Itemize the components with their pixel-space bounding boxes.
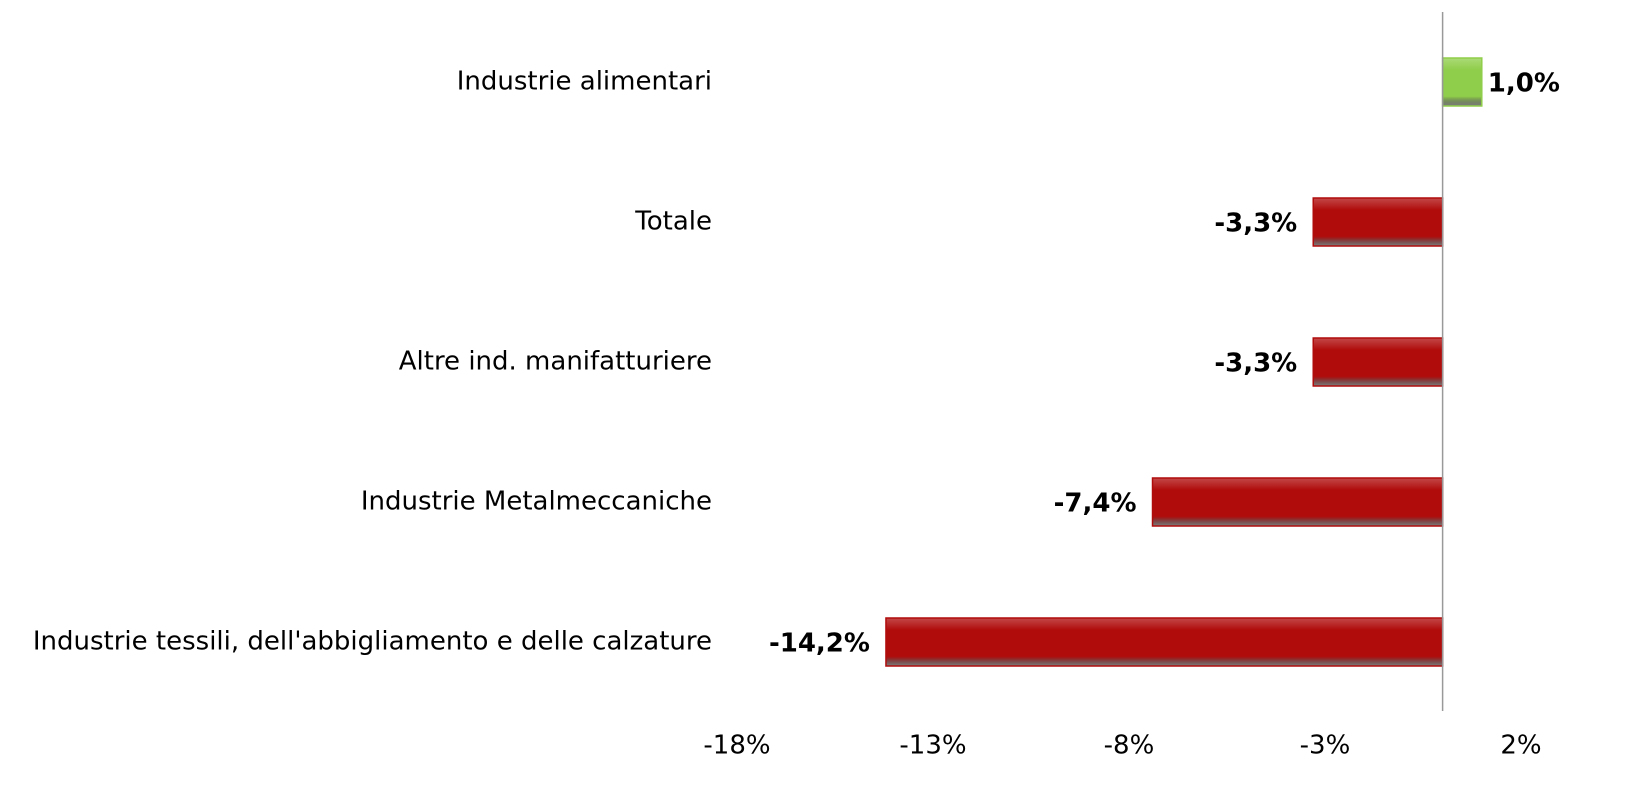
bar — [1312, 197, 1444, 247]
category-label: Totale — [634, 207, 712, 237]
value-label: -3,3% — [1214, 349, 1297, 379]
value-label: -3,3% — [1214, 209, 1297, 239]
category-label: Industrie Metalmeccaniche — [361, 487, 712, 517]
bar — [1151, 477, 1444, 527]
x-tick-label: -3% — [1300, 731, 1351, 761]
x-tick-label: -13% — [899, 731, 966, 761]
category-label: Industrie tessili, dell'abbigliamento e … — [33, 627, 712, 657]
bar — [1441, 57, 1483, 107]
value-label: 1,0% — [1488, 69, 1560, 99]
category-label: Altre ind. manifatturiere — [399, 347, 712, 377]
x-tick-label: -18% — [703, 731, 770, 761]
bar — [1312, 337, 1444, 387]
value-label: -14,2% — [769, 629, 870, 659]
x-tick-label: -8% — [1104, 731, 1155, 761]
x-tick-label: 2% — [1500, 731, 1541, 761]
value-label: -7,4% — [1054, 489, 1137, 519]
bar — [885, 617, 1444, 667]
category-label: Industrie alimentari — [457, 67, 712, 97]
